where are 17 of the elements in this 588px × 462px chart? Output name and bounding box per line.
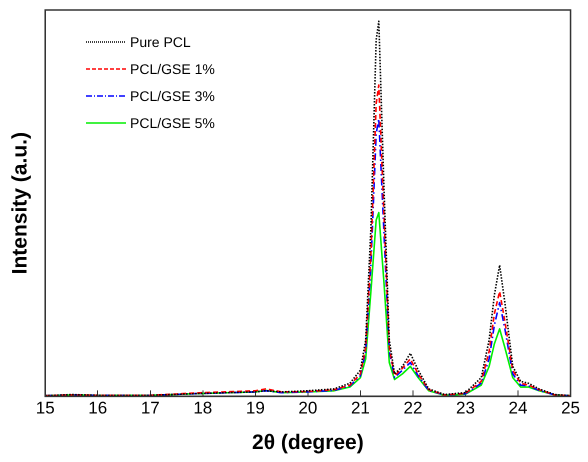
y-axis-title: Intensity (a.u.) [8,132,32,274]
legend-label: PCL/GSE 1% [130,60,215,76]
legend-label: PCL/GSE 3% [130,88,215,104]
x-tick-label: 21 [350,398,370,418]
x-tick-label: 16 [88,398,108,418]
x-axis-title: 2θ (degree) [252,431,364,454]
x-tick-label: 18 [193,398,212,418]
x-tick-label: 20 [298,398,318,418]
legend-label: PCL/GSE 5% [130,114,215,130]
x-tick-label: 17 [140,398,160,418]
x-tick-label: 15 [36,398,55,418]
legend-label: Pure PCL [130,34,191,50]
x-tick-label: 22 [403,398,422,418]
x-tick-label: 19 [246,398,265,418]
x-tick-label: 23 [456,398,475,418]
x-tick-label: 25 [561,398,580,418]
x-tick-label: 24 [508,398,528,418]
